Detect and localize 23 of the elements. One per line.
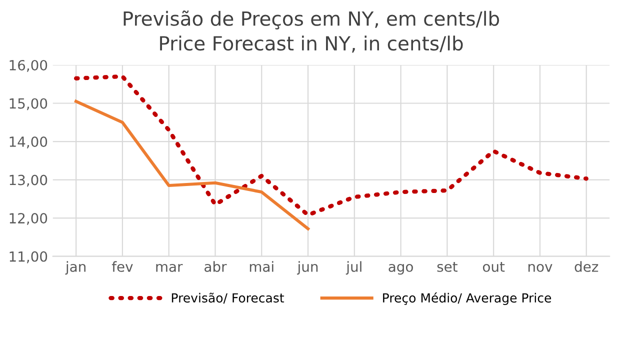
line-series	[74, 100, 310, 230]
x-tick-label: abr	[204, 261, 227, 272]
y-tick-label: 16,00	[10, 60, 48, 72]
x-tick-label: mar	[156, 264, 183, 272]
y-tick-label: 11,00	[10, 251, 48, 264]
x-tick-label: jun	[297, 261, 318, 275]
x-tick-label: jan	[65, 261, 86, 275]
line-series	[74, 74, 588, 218]
x-tick-label: jul	[346, 261, 362, 275]
y-tick-label: 15,00	[10, 98, 48, 110]
x-tick-label: set	[437, 262, 458, 272]
legend-label: Previsão/ Forecast	[172, 292, 284, 304]
x-tick-label: mai	[250, 261, 274, 272]
x-tick-label: fev	[112, 261, 133, 272]
y-tick-label: 14,00	[10, 136, 48, 148]
x-tick-label: ago	[388, 264, 413, 275]
legend-label: Preço Médio/ Average Price	[383, 292, 552, 306]
y-tick-label: 12,00	[10, 213, 48, 225]
x-tick-label: out	[482, 262, 505, 272]
y-tick-label: 13,00	[10, 174, 48, 187]
x-tick-label: dez	[574, 261, 598, 272]
chart-title: Previsão de Preços em NY, em cents/lb Price Forecast in NY, in cents/lb	[124, 10, 500, 53]
x-tick-label: nov	[528, 264, 552, 272]
